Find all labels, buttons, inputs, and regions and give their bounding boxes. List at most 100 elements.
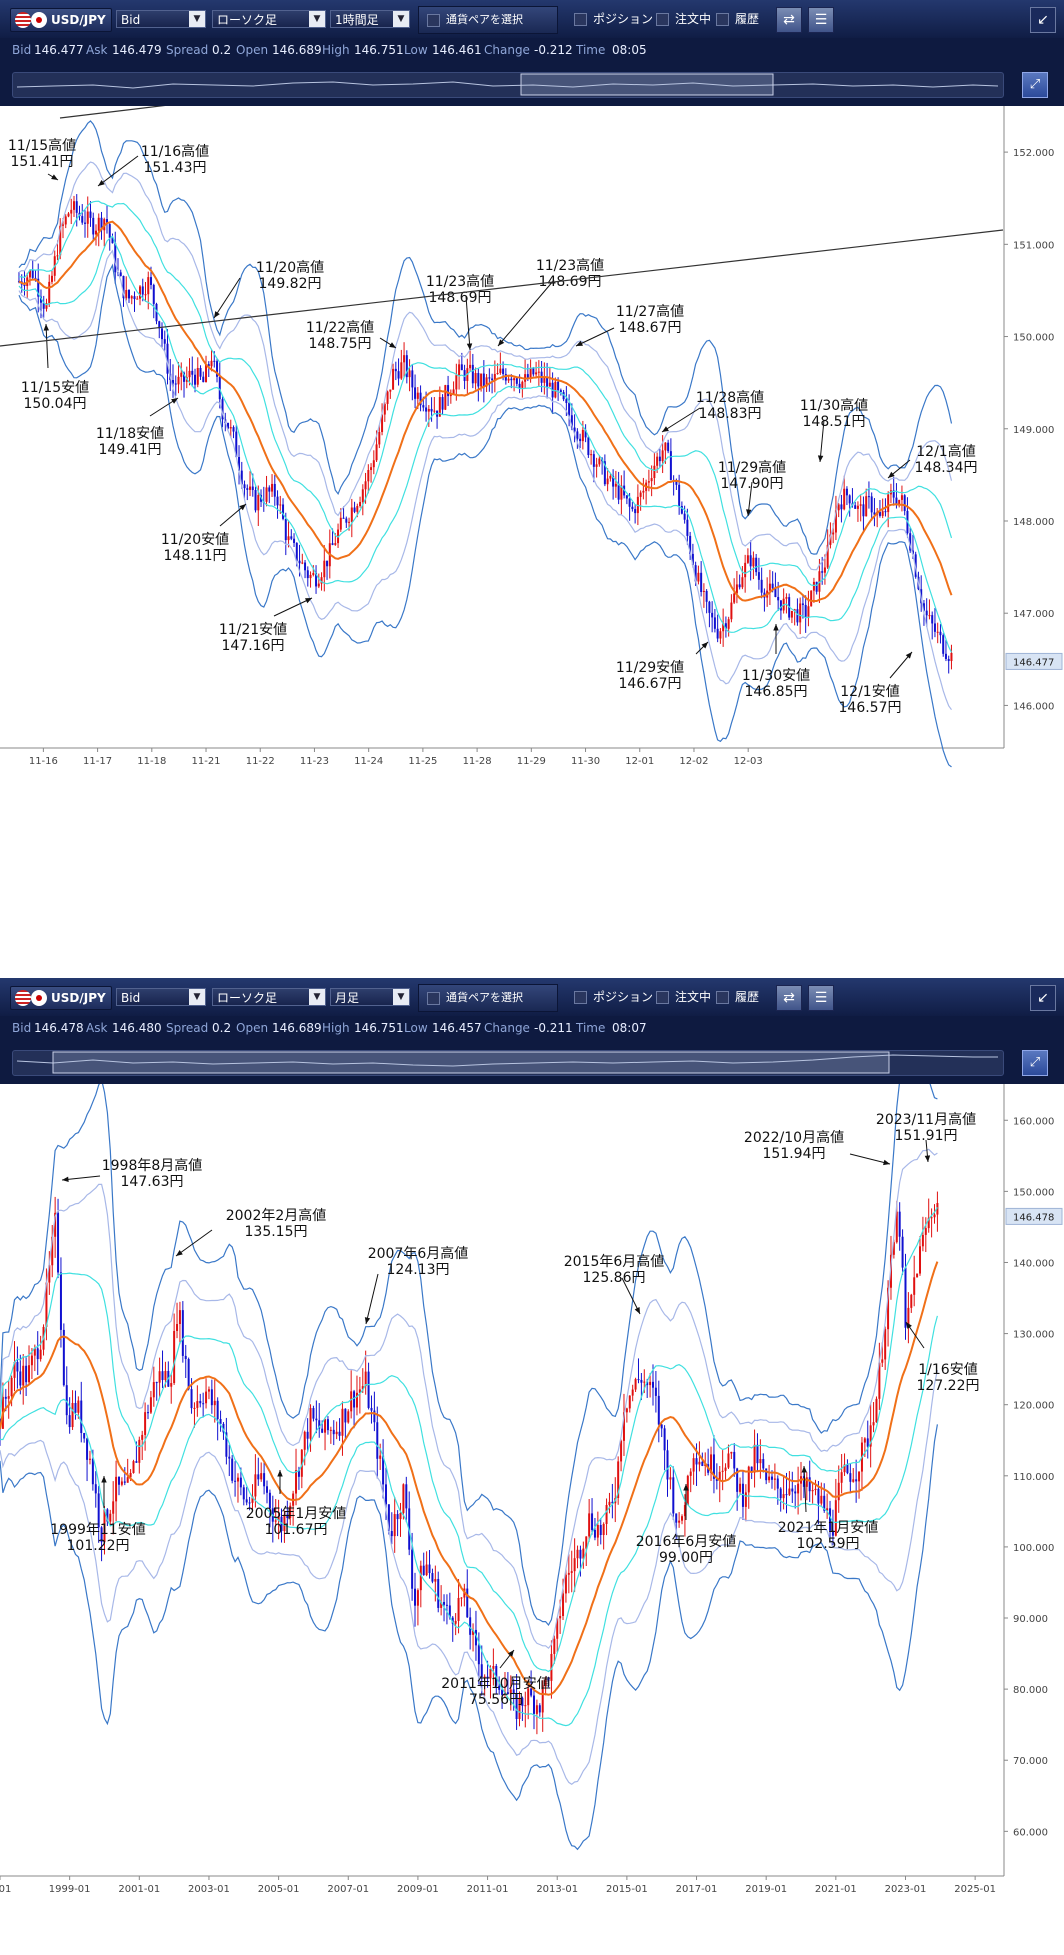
candle-body (856, 505, 859, 509)
candle-body (284, 518, 287, 541)
time-tick-label: 12-03 (734, 756, 763, 767)
candle-body (88, 1458, 91, 1460)
orders-toggle[interactable]: 注文中 (656, 10, 711, 28)
candle-body (562, 1593, 565, 1616)
candle-body (913, 1277, 916, 1295)
candle-body (788, 1488, 791, 1495)
candle-body (361, 1386, 364, 1390)
annotation-price-label: 148.34円 (915, 460, 978, 476)
candle-body (837, 1482, 840, 1501)
annotation-date-label: 11/30高値 (800, 397, 868, 414)
orders-toggle[interactable]: 注文中 (656, 988, 711, 1006)
candle-body (546, 377, 549, 387)
candle-body (777, 596, 780, 601)
candle-body (219, 1419, 222, 1424)
timeframe-select[interactable]: 1時間足 ▼ (330, 10, 410, 28)
candle-body (48, 1265, 51, 1283)
candle-body (823, 567, 826, 573)
price-type-select[interactable]: Bid ▼ (116, 988, 206, 1006)
candle-body (290, 536, 293, 539)
history-toggle[interactable]: 履歴 (716, 10, 759, 28)
annotation-price-label: 149.82円 (259, 276, 322, 292)
candle-body (174, 383, 177, 385)
time-tick-label: 11-25 (408, 756, 437, 767)
candle-body (370, 1407, 373, 1411)
price-type-select[interactable]: Bid ▼ (116, 10, 206, 28)
trend-tool-icon[interactable]: ⇄ (776, 7, 802, 33)
candle-body (750, 1466, 753, 1473)
checkbox-icon (427, 991, 440, 1005)
annotation-price-label: 150.04円 (24, 396, 87, 412)
positions-toggle[interactable]: ポジション (574, 988, 653, 1006)
timeframe-select[interactable]: 月足 ▼ (330, 988, 410, 1006)
candle-body (845, 488, 848, 496)
candle-body (111, 237, 114, 244)
currency-pair-badge[interactable]: USD/JPY (10, 986, 112, 1010)
chart-type-select[interactable]: ローソク足 ▼ (212, 988, 326, 1006)
candle-body (402, 1484, 405, 1513)
time-tick-label: 11-29 (517, 756, 546, 767)
candle-body (443, 1601, 446, 1605)
candle-body (425, 1564, 428, 1576)
currency-pair-badge[interactable]: USD/JPY (10, 8, 112, 32)
candle-body (390, 1531, 393, 1537)
change-value: -0.211 (534, 1021, 573, 1035)
collapse-icon[interactable]: ↙ (1030, 7, 1056, 33)
candle-body (317, 583, 320, 587)
annotation-date-label: 11/20高値 (256, 259, 324, 276)
checkbox-icon (656, 991, 669, 1004)
candle-body (873, 512, 876, 515)
candle-body (364, 1371, 367, 1387)
candle-body (251, 486, 254, 491)
expand-chart-icon[interactable]: ⤢ (1022, 1050, 1048, 1076)
candle-body (794, 1491, 797, 1494)
candle-body (312, 1408, 315, 1419)
bollinger-band-upper-3 (18, 120, 953, 555)
candle-body (496, 372, 499, 375)
candle-body (532, 368, 535, 375)
positions-toggle[interactable]: ポジション (574, 10, 653, 28)
chart-type-select[interactable]: ローソク足 ▼ (212, 10, 326, 28)
select-pair-button[interactable]: 通貨ペアを選択 (418, 984, 558, 1012)
navigator-window[interactable] (52, 1051, 890, 1074)
bollinger-band-lower-3 (0, 1424, 938, 1851)
candle-body (77, 1400, 80, 1413)
candle-body (486, 1676, 489, 1679)
candle-body (814, 1488, 817, 1491)
trend-tool-icon[interactable]: ⇄ (776, 985, 802, 1011)
spread-label: Spread (166, 1021, 209, 1035)
candle-body (469, 364, 472, 369)
candle-body (887, 494, 890, 513)
navigator-scroller[interactable] (12, 72, 1004, 98)
select-pair-button[interactable]: 通貨ペアを選択 (418, 6, 558, 34)
navigator-scroller[interactable] (12, 1050, 1004, 1076)
navigator-window[interactable] (520, 73, 774, 96)
candle-body (603, 461, 606, 485)
expand-chart-icon[interactable]: ⤢ (1022, 72, 1048, 98)
candle-body (268, 487, 271, 492)
chevron-down-icon: ▼ (189, 989, 205, 1005)
candle-body (634, 509, 637, 514)
annotation-date-label: 2011年10月安値 (441, 1676, 550, 1692)
candle-body (370, 467, 373, 470)
candle-body (427, 408, 430, 412)
bollinger-band-upper-1 (0, 1207, 938, 1673)
candle-body (757, 572, 760, 580)
candle-body (927, 1217, 930, 1229)
candle-body (249, 486, 252, 490)
candle-body (947, 658, 950, 662)
history-toggle[interactable]: 履歴 (716, 988, 759, 1006)
candle-body (799, 603, 802, 623)
chevron-down-icon: ▼ (189, 11, 205, 27)
candle-body (378, 431, 381, 445)
candle-body (274, 1520, 277, 1522)
candle-body (550, 1653, 553, 1681)
candle-body (727, 619, 730, 629)
settings-icon[interactable]: ☰ (808, 7, 834, 33)
candle-body (33, 1348, 36, 1356)
settings-icon[interactable]: ☰ (808, 985, 834, 1011)
candle-body (634, 1379, 637, 1390)
candle-body (112, 1501, 115, 1514)
candle-body (433, 410, 436, 412)
collapse-icon[interactable]: ↙ (1030, 985, 1056, 1011)
